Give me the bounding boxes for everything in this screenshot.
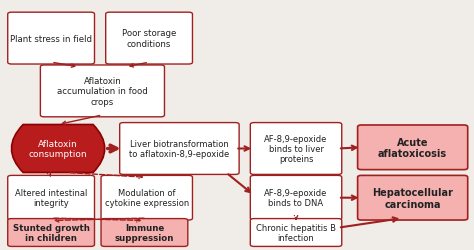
FancyBboxPatch shape [101,219,188,246]
FancyBboxPatch shape [250,219,342,246]
FancyBboxPatch shape [8,13,94,65]
FancyBboxPatch shape [40,66,164,117]
Text: AF-8,9-epoxide
binds to DNA: AF-8,9-epoxide binds to DNA [264,188,328,208]
Text: Acute
aflatoxicosis: Acute aflatoxicosis [378,137,447,158]
FancyBboxPatch shape [106,13,192,65]
Text: Chronic hepatitis B
infection: Chronic hepatitis B infection [256,223,336,242]
FancyBboxPatch shape [101,176,192,220]
Text: Modulation of
cytokine expression: Modulation of cytokine expression [105,188,189,208]
Text: Poor storage
conditions: Poor storage conditions [122,29,176,48]
Text: Liver biotransformation
to aflatoxin-8,9-epoxide: Liver biotransformation to aflatoxin-8,9… [129,139,229,158]
Text: Aflatoxin
consumption: Aflatoxin consumption [29,139,87,158]
Text: Hepatocellular
carcinoma: Hepatocellular carcinoma [372,187,453,209]
FancyBboxPatch shape [8,176,94,220]
FancyBboxPatch shape [357,126,468,170]
Text: Aflatoxin
accumulation in food
crops: Aflatoxin accumulation in food crops [57,77,148,106]
Text: Immune
suppression: Immune suppression [115,223,174,242]
Text: Plant stress in field: Plant stress in field [10,34,92,43]
FancyBboxPatch shape [250,176,342,220]
FancyBboxPatch shape [250,123,342,175]
FancyBboxPatch shape [357,176,468,220]
FancyBboxPatch shape [120,123,239,175]
Text: Stunted growth
in children: Stunted growth in children [13,223,90,242]
Text: AF-8,9-epoxide
binds to liver
proteins: AF-8,9-epoxide binds to liver proteins [264,134,328,164]
FancyBboxPatch shape [8,219,94,246]
PathPatch shape [11,125,105,173]
Text: Altered intestinal
integrity: Altered intestinal integrity [15,188,87,208]
